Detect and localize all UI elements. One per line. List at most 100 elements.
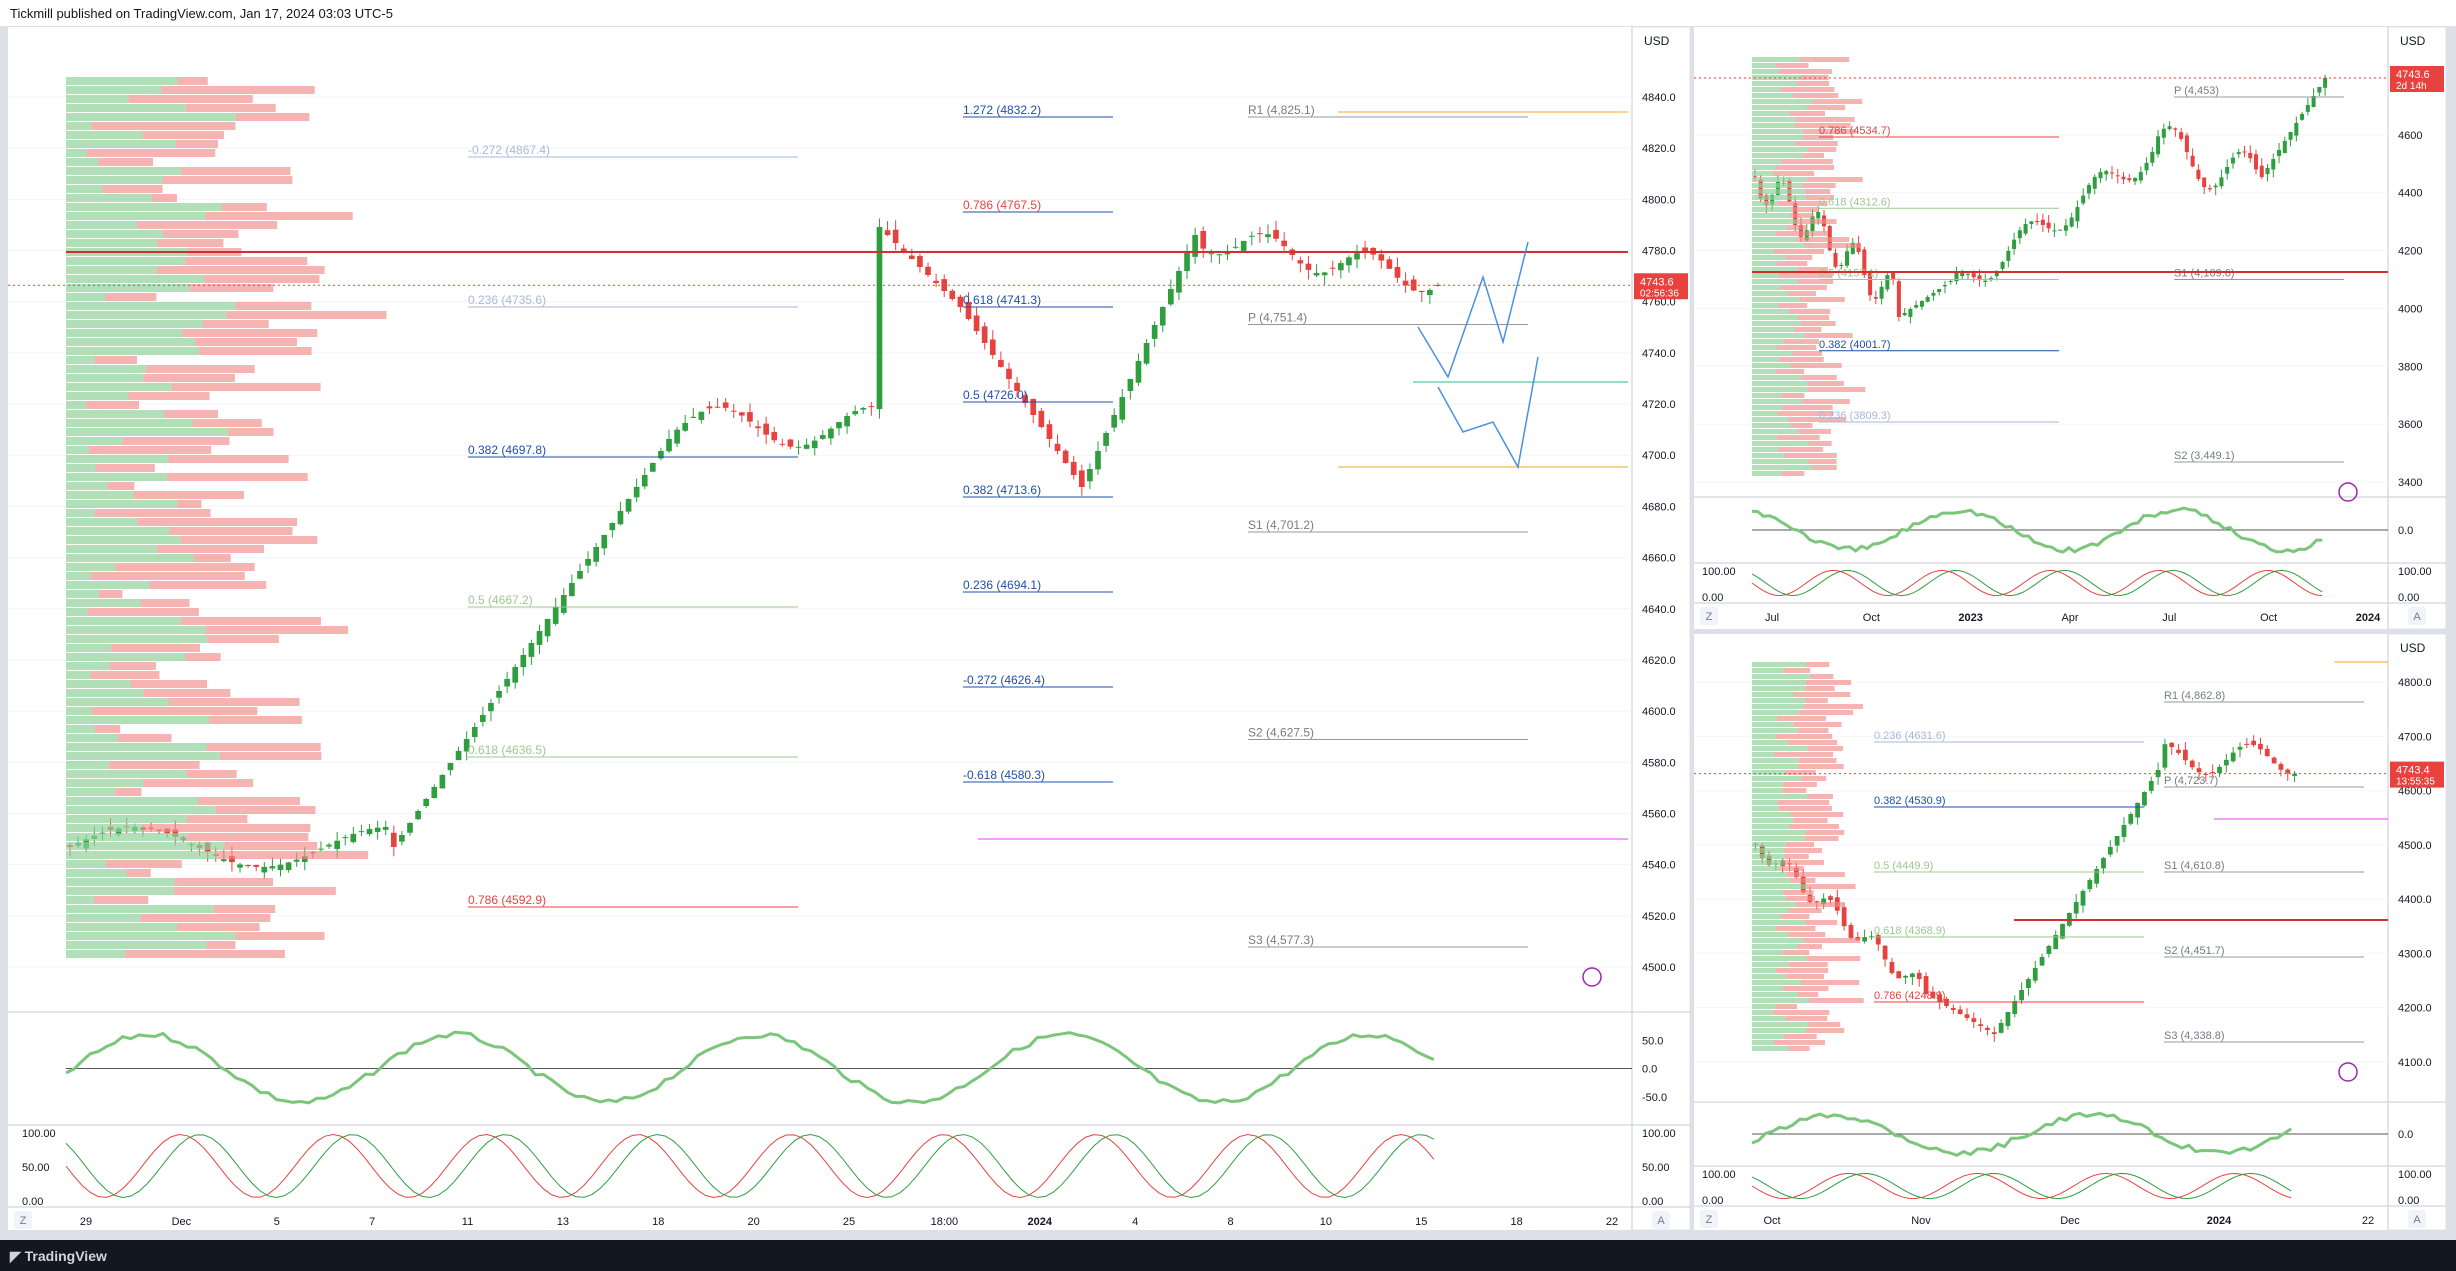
volume-profile-bar-down xyxy=(1782,986,1829,991)
fib-level-label: 0.786 (4248.9) xyxy=(1874,990,1946,1002)
daily-chart-svg[interactable]: USD 4800.0 4700.0 4600.0 4500.0 4400.0 4300.0 4… xyxy=(1694,634,2446,1230)
rsi-line xyxy=(1751,506,2323,554)
candle-body xyxy=(844,415,850,427)
pivot-label: P (4,453) xyxy=(2174,85,2219,97)
candle-body xyxy=(2142,792,2147,806)
volume-profile-bar-up xyxy=(1752,1004,1776,1009)
price-tick-label: 4620.0 xyxy=(1642,655,1676,667)
stoch-tick-label: 100.00 xyxy=(2398,566,2432,578)
main-chart-svg[interactable]: USD4840.04820.04800.04780.04760.04740.04… xyxy=(8,27,1690,1230)
volume-profile-bar-down xyxy=(1787,417,1847,422)
volume-profile-bar-down xyxy=(1796,237,1850,242)
volume-profile-bar-down xyxy=(140,599,190,607)
volume-profile-bar-up xyxy=(66,140,176,148)
stoch-tick-label: 100.00 xyxy=(2398,1169,2432,1181)
projection-path-up xyxy=(1417,241,1529,379)
volume-profile-bar-up xyxy=(1752,213,1791,218)
volume-profile-bar-down xyxy=(1780,87,1835,92)
volume-profile-bar-down xyxy=(1799,758,1837,763)
price-tick-label: 4840.0 xyxy=(1642,92,1676,104)
zoom-button-bg xyxy=(14,1211,32,1229)
candle-body xyxy=(2323,78,2328,88)
volume-profile-bar-up xyxy=(1752,339,1784,344)
candle-body xyxy=(2237,746,2243,750)
candle-body xyxy=(819,435,826,439)
volume-profile-bar-down xyxy=(1804,189,1831,194)
volume-profile-bar-up xyxy=(66,536,181,544)
price-tick-label: 4500.0 xyxy=(2398,840,2432,852)
candle-body xyxy=(431,787,438,799)
volume-profile-bar-down xyxy=(143,689,231,697)
volume-profile-bar-up xyxy=(66,545,157,553)
candle-body xyxy=(1942,285,1947,287)
volume-profile-bar-down xyxy=(1783,848,1823,853)
pivot-label: S1 (4,701.2) xyxy=(1248,518,1314,532)
volume-profile-bar-up xyxy=(66,635,208,643)
volume-profile-bar-down xyxy=(1777,303,1808,308)
candle-body xyxy=(2135,803,2141,818)
candle-body xyxy=(1868,271,1873,296)
candle-body xyxy=(2053,935,2059,950)
candle-body xyxy=(2184,135,2189,153)
volume-profile-bar-up xyxy=(1752,680,1806,685)
volume-profile-bar-down xyxy=(1792,351,1823,356)
price-tick-label: 4600 xyxy=(2398,130,2422,142)
candle-body xyxy=(2104,171,2109,175)
volume-profile-bar-down xyxy=(195,338,297,346)
candle-body xyxy=(2317,87,2322,93)
candle-body xyxy=(1159,307,1166,326)
volume-profile-bar-up xyxy=(66,176,164,184)
fib-level-label: -0.272 (4867.4) xyxy=(468,143,550,157)
candle-body xyxy=(2156,136,2161,155)
volume-profile-bar-up xyxy=(66,464,96,472)
candle-body xyxy=(698,411,705,420)
volume-profile-bar-up xyxy=(1752,794,1808,799)
volume-profile-bar-up xyxy=(1752,758,1800,763)
volume-profile-bar-up xyxy=(1752,387,1809,392)
volume-profile-bar-up xyxy=(1752,782,1784,787)
volume-profile-bar-down xyxy=(1788,1046,1810,1051)
candle-body xyxy=(1386,259,1393,269)
fib-level-label-2: 0.618 (4741.3) xyxy=(963,293,1041,307)
candle-body xyxy=(1022,395,1028,403)
candle-body xyxy=(390,832,397,847)
volume-profile-bar-down xyxy=(1779,806,1832,811)
volume-profile-bar-up xyxy=(1752,980,1802,985)
daily-chart-panel[interactable]: USD 4800.0 4700.0 4600.0 4500.0 4400.0 4300.0 4… xyxy=(1694,634,2446,1230)
volume-profile-bar-down xyxy=(1796,117,1855,122)
candle-body xyxy=(480,715,486,722)
volume-profile-bar-down xyxy=(1777,716,1826,721)
volume-profile-bar-up xyxy=(1752,1016,1786,1021)
volume-profile-bar-up xyxy=(1752,93,1794,98)
candle-body xyxy=(1176,271,1182,293)
candle-body xyxy=(2081,195,2086,204)
volume-profile-bar-up xyxy=(1752,932,1789,937)
volume-profile-bar-down xyxy=(1789,824,1839,829)
volume-profile-bar-down xyxy=(1775,165,1835,170)
volume-profile-bar-down xyxy=(1787,740,1838,745)
volume-profile-bar-down xyxy=(1799,57,1850,62)
fib-level-label: 0.236 (4735.6) xyxy=(468,293,546,307)
fib-level-label-2: -0.618 (4580.3) xyxy=(963,768,1045,782)
volume-profile-bar-up xyxy=(1752,962,1789,967)
candle-body xyxy=(1948,281,1953,282)
stoch-tick-label: 0.00 xyxy=(1642,1196,1663,1208)
volume-profile-bar-up xyxy=(1752,171,1774,176)
volume-profile-bar-down xyxy=(125,950,285,958)
volume-profile-bar-up xyxy=(1752,453,1785,458)
volume-profile-bar-down xyxy=(1804,686,1835,691)
main-chart-panel[interactable]: USD 4840.0 4820.0 4800.0 4780.0 4760.0 4740.0 4… xyxy=(8,27,1690,1230)
weekly-chart-svg[interactable]: USD480046004400420040003800360034000.786… xyxy=(1694,27,2446,629)
volume-profile-bar-down xyxy=(226,311,387,319)
volume-profile-bar-down xyxy=(1773,752,1834,757)
weekly-chart-panel[interactable]: USD480046004400420040003800360034000.786… xyxy=(1694,27,2446,629)
volume-profile-bar-down xyxy=(88,446,212,454)
candle-body xyxy=(253,864,260,867)
volume-profile-bar-up xyxy=(1752,351,1793,356)
candle-body xyxy=(957,296,964,307)
volume-profile-bar-down xyxy=(217,851,369,859)
candle-body xyxy=(1798,224,1803,237)
volume-profile-bar-up xyxy=(1752,1010,1773,1015)
fib-level-label: 0.618 (4636.5) xyxy=(468,743,546,757)
candle-body xyxy=(2236,152,2241,155)
